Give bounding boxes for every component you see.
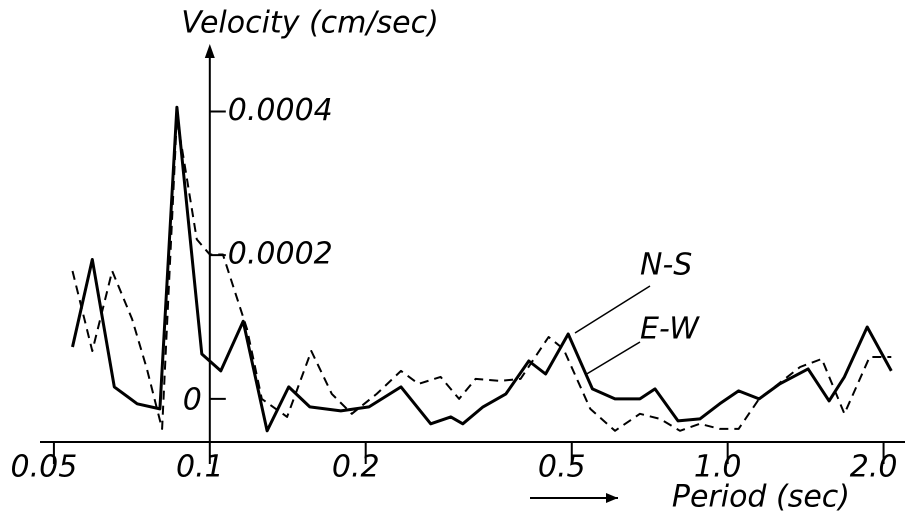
annotation-ns: N-S — [640, 248, 692, 283]
x-tick-label: 0.2 — [332, 450, 380, 485]
y-axis-label: Velocity (cm/sec) — [181, 6, 439, 41]
y-tick-label: 0 — [183, 382, 202, 417]
annotation-ew: E-W — [640, 312, 700, 347]
y-tick-label: 0.0004 — [228, 93, 333, 128]
x-axis-label: Period (sec) — [672, 480, 850, 515]
x-tick-label: 1.0 — [694, 450, 742, 485]
x-tick-label: 0.5 — [538, 450, 586, 485]
series-line — [71, 116, 892, 432]
x-tick-label: 2.0 — [850, 450, 898, 485]
y-axis-arrowhead — [204, 44, 215, 58]
x-tick-label: 0.1 — [176, 450, 224, 485]
series-line — [71, 105, 893, 433]
annotation-arrow — [574, 285, 651, 334]
x-label-arrowhead — [606, 493, 618, 503]
y-tick-label: 0.0002 — [228, 237, 333, 272]
annotation-arrow — [584, 341, 641, 376]
x-tick-label: 0.05 — [11, 450, 78, 485]
